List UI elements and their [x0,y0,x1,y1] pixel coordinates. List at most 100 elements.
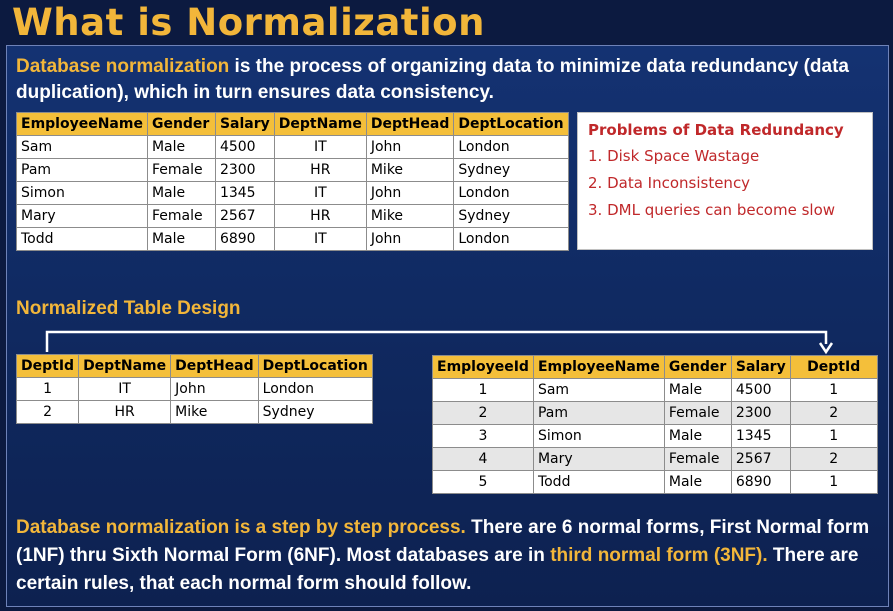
table-cell: 2 [432,401,534,425]
table-cell: Female [663,401,732,425]
table-cell: Pam [532,401,665,425]
table-cell: 3 [432,424,534,448]
footer-highlight-1: Database normalization is a step by step… [16,517,466,538]
table-cell: 1 [432,378,534,402]
table-cell: 4 [432,447,534,471]
table-row: 4 Mary Female 2567 2 [432,447,878,471]
table-cell: 1 [15,377,80,401]
col-header: DeptId [789,355,878,379]
col-header: DeptLocation [453,112,569,136]
employee-table: EmployeeName Gender Salary DeptName Dept… [16,112,569,251]
table-row: Mary Female 2567 HR Mike Sydney [16,204,569,228]
table-cell: Male [146,181,216,205]
table-cell: IT [273,135,367,159]
table-cell: 1 [789,378,878,402]
footer-text: Database normalization is a step by step… [16,514,876,598]
table-cell: 2300 [730,401,791,425]
table-cell: 6890 [214,227,275,251]
col-header: Salary [214,112,275,136]
table-cell: IT [78,377,172,401]
table-cell: IT [273,181,367,205]
table-cell: Mike [365,204,455,228]
table-row: 1 IT John London [15,377,373,401]
table-cell: Sydney [453,158,569,182]
table-row: Todd Male 6890 IT John London [16,227,569,251]
table-cell: Mary [532,447,665,471]
col-header: EmployeeName [532,355,665,379]
footer-highlight-2: third normal form (3NF). [550,545,768,566]
table-cell: Male [663,470,732,494]
table-cell: Mike [170,400,259,424]
table-cell: 2 [789,447,878,471]
table-cell: Todd [532,470,665,494]
table-cell: IT [273,227,367,251]
col-header: DeptName [78,354,172,378]
table-row: 5 Todd Male 6890 1 [432,470,878,494]
table-row: 1 Sam Male 4500 1 [432,378,878,402]
table-cell: 5 [432,470,534,494]
table-cell: Sydney [453,204,569,228]
table-row: Pam Female 2300 HR Mike Sydney [16,158,569,182]
table-cell: London [257,377,373,401]
connector-line [45,330,828,352]
table-cell: Male [146,227,216,251]
table-cell: 6890 [730,470,791,494]
table-cell: 2 [789,401,878,425]
table-cell: London [453,181,569,205]
col-header: DeptHead [170,354,259,378]
table-cell: HR [273,158,367,182]
table-cell: Mike [365,158,455,182]
problems-heading: Problems of Data Redundancy [588,121,844,139]
normalized-heading: Normalized Table Design [16,298,241,319]
table-cell: John [365,227,455,251]
table-cell: Sam [16,135,148,159]
employee-normalized-table: EmployeeId EmployeeName Gender Salary De… [432,355,878,494]
problems-box: Problems of Data Redundancy 1. Disk Spac… [577,112,873,250]
footer-text-4: There are certain rules, that each norma… [16,545,859,594]
table-cell: John [170,377,259,401]
table-row: Sam Male 4500 IT John London [16,135,569,159]
col-header: Gender [146,112,216,136]
table-cell: Simon [532,424,665,448]
table-cell: 1 [789,470,878,494]
col-header: DeptHead [365,112,455,136]
slide-title: What is Normalization [12,1,485,44]
table-cell: Male [663,424,732,448]
col-header: Salary [730,355,791,379]
arrow-head-icon [818,342,834,355]
table-cell: 2300 [214,158,275,182]
problem-item: 1. Disk Space Wastage [588,147,760,165]
table-cell: Sydney [257,400,373,424]
table-header-row: EmployeeId EmployeeName Gender Salary De… [432,355,878,379]
problem-item: 2. Data Inconsistency [588,174,751,192]
intro-rest: is the process of organizing data to min… [16,56,849,103]
table-cell: 1 [789,424,878,448]
table-header-row: EmployeeName Gender Salary DeptName Dept… [16,112,569,136]
table-cell: 4500 [214,135,275,159]
table-cell: 2 [15,400,80,424]
table-row: Simon Male 1345 IT John London [16,181,569,205]
table-cell: London [453,227,569,251]
table-cell: 2567 [730,447,791,471]
col-header: EmployeeName [16,112,148,136]
col-header: EmployeeId [432,355,534,379]
table-cell: Sam [532,378,665,402]
col-header: DeptLocation [257,354,373,378]
problem-item: 3. DML queries can become slow [588,201,836,219]
col-header: Gender [663,355,732,379]
col-header: DeptId [15,354,80,378]
table-row: 3 Simon Male 1345 1 [432,424,878,448]
table-cell: HR [78,400,172,424]
intro-text: Database normalization is the process of… [16,54,876,106]
table-cell: HR [273,204,367,228]
dept-table: DeptId DeptName DeptHead DeptLocation 1 … [15,354,373,424]
table-cell: 4500 [730,378,791,402]
table-row: 2 Pam Female 2300 2 [432,401,878,425]
table-cell: John [365,135,455,159]
intro-highlight: Database normalization [16,56,230,77]
table-row: 2 HR Mike Sydney [15,400,373,424]
footer-text-2: There are 6 normal forms, First Normal f… [16,517,870,566]
table-header-row: DeptId DeptName DeptHead DeptLocation [15,354,373,378]
table-cell: 1345 [730,424,791,448]
